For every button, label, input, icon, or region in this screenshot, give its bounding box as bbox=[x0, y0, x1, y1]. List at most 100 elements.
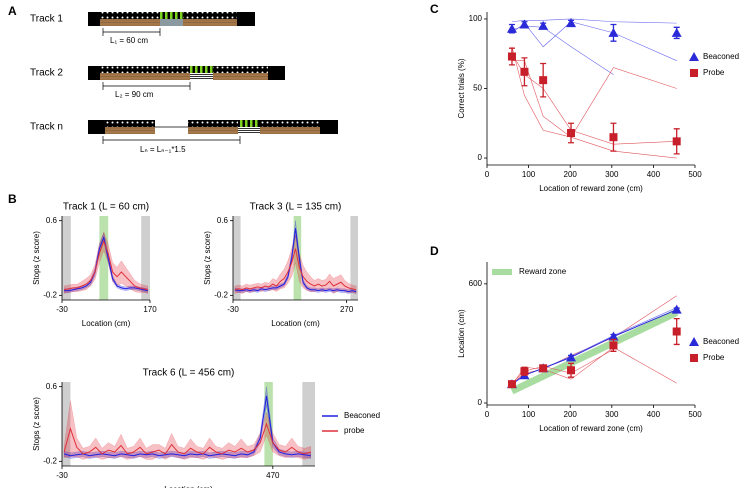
line bbox=[63, 395, 311, 457]
legend-swatch bbox=[689, 52, 699, 61]
marker bbox=[567, 129, 576, 138]
marker bbox=[507, 380, 516, 389]
length-arrow bbox=[102, 136, 241, 144]
track-label: Track n bbox=[30, 122, 63, 133]
marker bbox=[671, 27, 682, 37]
legend-label: Probe bbox=[703, 353, 725, 362]
x-axis-label: Location (cm) bbox=[164, 485, 213, 488]
legend-label: Beaconed bbox=[703, 337, 739, 346]
y-tick-label: 0.6 bbox=[46, 382, 58, 391]
y-tick-label: 0 bbox=[478, 398, 483, 407]
y-tick-label: 0.6 bbox=[217, 216, 229, 225]
marker bbox=[609, 341, 618, 350]
chart-title: Track 1 (L = 60 cm) bbox=[63, 202, 149, 213]
y-axis-label: Correct trials (%) bbox=[457, 58, 466, 118]
track-label: Track 2 bbox=[30, 68, 63, 79]
x-tick-label: 0 bbox=[485, 410, 490, 419]
reward-band bbox=[510, 309, 679, 395]
zone bbox=[62, 216, 71, 300]
legend-swatch bbox=[690, 69, 698, 77]
length-arrow bbox=[102, 28, 161, 36]
panel-label: C bbox=[430, 2, 439, 16]
legend-label: Beaconed bbox=[703, 52, 739, 61]
reward-cue bbox=[190, 66, 213, 73]
x-tick-label: 400 bbox=[647, 170, 661, 179]
individual-line bbox=[511, 21, 677, 61]
marker bbox=[520, 67, 529, 76]
y-tick-label: 0 bbox=[478, 153, 483, 162]
track-floor bbox=[100, 73, 268, 80]
y-tick-label: -0.2 bbox=[214, 290, 228, 299]
track-wall bbox=[100, 66, 268, 73]
legend-label: probe bbox=[344, 426, 365, 435]
zone bbox=[99, 216, 109, 300]
individual-line bbox=[511, 18, 677, 24]
reward-cue bbox=[160, 12, 183, 19]
x-axis-label: Location of reward zone (cm) bbox=[539, 424, 643, 433]
legend-label: Probe bbox=[703, 68, 725, 77]
marker bbox=[566, 18, 577, 28]
x-tick-label: -30 bbox=[56, 471, 68, 480]
legend-label: Beaconed bbox=[344, 411, 380, 420]
marker bbox=[506, 23, 517, 33]
panel-label: B bbox=[8, 192, 17, 206]
track-length: L₂ = 90 cm bbox=[115, 90, 154, 99]
zone bbox=[264, 382, 273, 466]
marker bbox=[608, 331, 619, 341]
line bbox=[63, 422, 311, 455]
marker bbox=[672, 137, 681, 146]
x-tick-label: 0 bbox=[485, 170, 490, 179]
x-tick-label: 200 bbox=[564, 410, 578, 419]
panel-label: D bbox=[430, 244, 439, 258]
y-tick-label: -0.2 bbox=[43, 290, 57, 299]
x-tick-label: -30 bbox=[56, 305, 68, 314]
reward-cue bbox=[238, 120, 260, 127]
marker bbox=[539, 76, 548, 85]
marker bbox=[539, 364, 548, 373]
length-arrow bbox=[102, 82, 191, 90]
x-tick-label: 170 bbox=[143, 305, 157, 314]
marker bbox=[538, 20, 549, 30]
legend-swatch bbox=[689, 337, 699, 346]
zone bbox=[302, 382, 315, 466]
x-tick-label: 500 bbox=[688, 410, 702, 419]
track-length: Lₙ = Lₙ₋₁*1.5 bbox=[140, 145, 186, 154]
marker bbox=[672, 327, 681, 336]
x-axis-label: Location of reward zone (cm) bbox=[539, 184, 643, 193]
track-label: Track 1 bbox=[30, 14, 63, 25]
y-axis-label: Location (cm) bbox=[457, 309, 466, 358]
individual-line bbox=[511, 60, 677, 138]
x-tick-label: 100 bbox=[522, 170, 536, 179]
marker bbox=[671, 304, 682, 314]
x-tick-label: 300 bbox=[605, 410, 619, 419]
track-wall bbox=[105, 120, 155, 127]
marker bbox=[507, 52, 516, 61]
zone bbox=[233, 216, 241, 300]
individual-line bbox=[511, 46, 677, 159]
track-diagram: Track 1 L₁ = 60 cm Track 2 L₂ = 90 cm Tr… bbox=[30, 12, 338, 154]
track-floor bbox=[105, 127, 155, 134]
x-tick-label: 470 bbox=[266, 471, 280, 480]
y-axis-label: Stops (z score) bbox=[32, 231, 41, 285]
marker bbox=[608, 27, 619, 37]
marker bbox=[519, 19, 530, 29]
y-tick-label: -0.2 bbox=[43, 456, 57, 465]
y-tick-label: 600 bbox=[469, 279, 483, 288]
legend-label: Reward zone bbox=[519, 267, 567, 276]
individual-line bbox=[511, 25, 614, 75]
chart-title: Track 6 (L = 456 cm) bbox=[143, 368, 235, 379]
error-band bbox=[63, 232, 149, 293]
marker bbox=[520, 367, 529, 376]
track-length: L₁ = 60 cm bbox=[110, 36, 148, 45]
x-tick-label: -30 bbox=[227, 305, 239, 314]
x-axis-label: Location (cm) bbox=[271, 319, 320, 328]
y-axis-label: Stops (z score) bbox=[32, 397, 41, 451]
y-tick-label: 100 bbox=[469, 14, 483, 23]
panel-label: A bbox=[8, 4, 17, 18]
x-axis-label: Location (cm) bbox=[82, 319, 131, 328]
zone bbox=[141, 216, 150, 300]
marker bbox=[609, 133, 618, 142]
y-tick-label: 50 bbox=[473, 84, 482, 93]
zone bbox=[350, 216, 358, 300]
